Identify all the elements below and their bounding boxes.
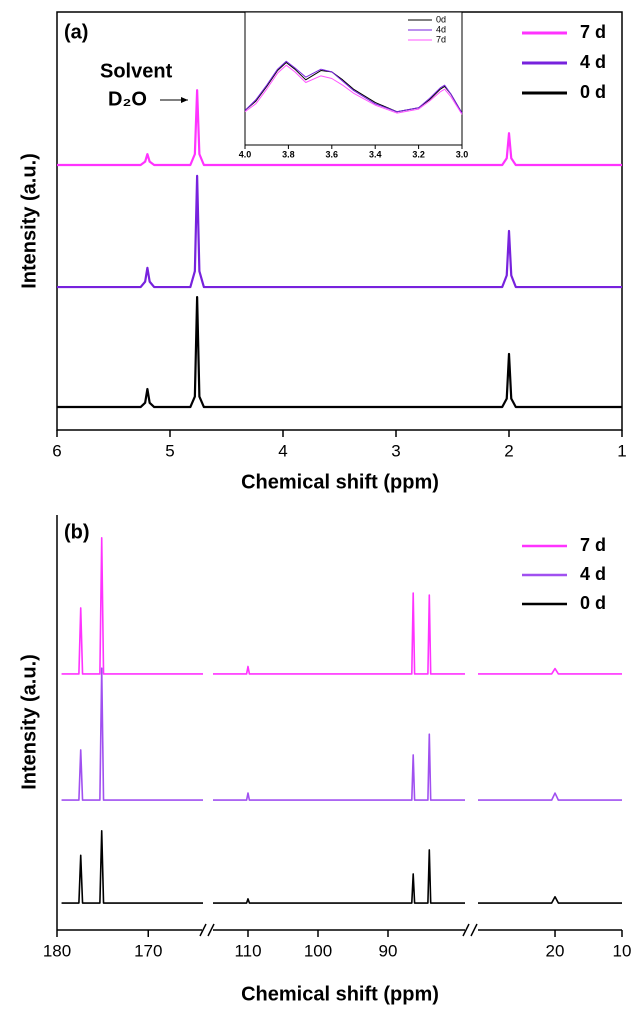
legend-label: 7 d <box>580 535 606 555</box>
x-tick-label: 90 <box>379 941 398 960</box>
x-tick-label: 110 <box>234 941 261 960</box>
arrow-head <box>181 97 188 103</box>
x-tick-label: 3.8 <box>282 149 295 159</box>
spectrum-line <box>61 667 622 801</box>
x-axis-label: Chemical shift (ppm) <box>241 471 439 493</box>
y-axis-label: Intensity (a.u.) <box>18 654 40 790</box>
x-tick-label: 20 <box>546 941 565 960</box>
spectrum-line <box>61 537 622 675</box>
spectrum-line <box>57 89 622 167</box>
x-tick-label: 100 <box>304 941 332 960</box>
x-tick-label: 3.2 <box>412 149 425 159</box>
x-tick-label: 2 <box>504 441 513 460</box>
legend-label: 7 d <box>580 22 606 42</box>
x-tick-label: 170 <box>134 941 162 960</box>
axis-break-gap <box>202 926 212 934</box>
inset-frame <box>244 11 463 146</box>
x-tick-label: 3.0 <box>456 149 469 159</box>
x-tick-label: 4 <box>278 441 287 460</box>
legend-label: 4 d <box>580 52 606 72</box>
annotation: D₂O <box>108 88 147 110</box>
axis-break <box>199 923 207 937</box>
legend-label: 4d <box>436 24 446 34</box>
spectrum-line <box>61 830 622 904</box>
spectrum-line <box>244 60 463 114</box>
axis-break <box>470 923 478 937</box>
y-axis-label: Intensity (a.u.) <box>18 153 40 289</box>
panel-label: (a) <box>64 21 88 43</box>
spectrum-line <box>57 174 622 289</box>
spectrum-line <box>244 62 463 114</box>
x-tick-label: 180 <box>43 941 71 960</box>
legend-label: 0 d <box>580 593 606 613</box>
axis-break-gap <box>465 926 475 934</box>
x-axis-label: Chemical shift (ppm) <box>241 983 439 1005</box>
x-tick-label: 6 <box>52 441 61 460</box>
x-tick-label: 3 <box>391 441 400 460</box>
spectrum-line <box>244 64 463 115</box>
annotation: Solvent <box>100 60 173 82</box>
panel-label: (b) <box>64 521 90 543</box>
legend-label: 0d <box>436 14 446 24</box>
x-tick-label: 10 <box>613 941 632 960</box>
x-tick-label: 3.6 <box>326 149 339 159</box>
axis-break <box>462 923 470 937</box>
x-tick-label: 5 <box>165 441 174 460</box>
spectrum-line <box>57 295 622 409</box>
x-tick-label: 3.4 <box>369 149 382 159</box>
legend-label: 7d <box>436 34 446 44</box>
axis-break <box>207 923 215 937</box>
x-tick-label: 4.0 <box>239 149 252 159</box>
x-tick-label: 1 <box>617 441 626 460</box>
legend-label: 4 d <box>580 564 606 584</box>
legend-label: 0 d <box>580 82 606 102</box>
